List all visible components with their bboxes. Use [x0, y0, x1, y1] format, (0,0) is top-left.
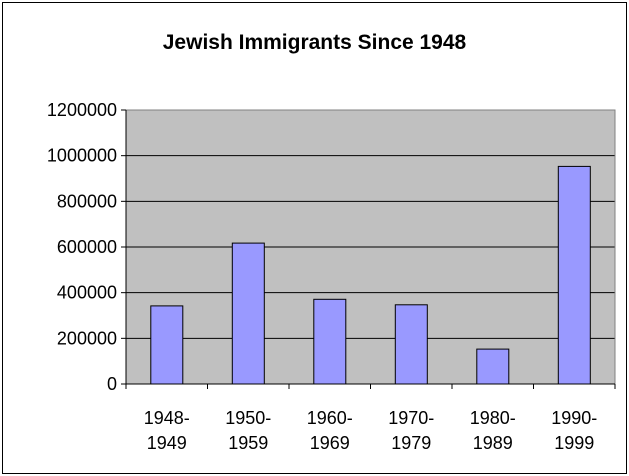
x-tick-label: 1969	[310, 433, 350, 453]
bars	[150, 165, 591, 385]
x-tick-label: 1990-	[551, 408, 597, 428]
bar	[476, 348, 510, 385]
y-tick-label: 0	[107, 374, 117, 394]
x-tick-label: 1989	[473, 433, 513, 453]
y-tick-label: 400000	[57, 283, 117, 303]
x-tick-label: 1950-	[225, 408, 271, 428]
y-tick-labels: 0 200000 400000 600000 800000 1000000 1200000	[47, 100, 117, 394]
x-tick-labels: 1948- 1949 1950- 1959 1960- 1969 1970- 1979 1980…	[144, 408, 598, 453]
y-tick-label: 1200000	[47, 100, 117, 120]
x-tick-label: 1979	[391, 433, 431, 453]
x-tick-label: 1960-	[307, 408, 353, 428]
axes	[121, 109, 616, 389]
bar	[313, 298, 347, 385]
y-tick-label: 600000	[57, 237, 117, 257]
x-tick-label: 1980-	[470, 408, 516, 428]
bar	[394, 304, 428, 385]
bar	[150, 305, 184, 385]
x-tick-label: 1948-	[144, 408, 190, 428]
bar	[231, 242, 265, 385]
x-tick-label: 1970-	[388, 408, 434, 428]
x-tick-label: 1949	[147, 433, 187, 453]
y-tick-label: 1000000	[47, 146, 117, 166]
x-tick-label: 1999	[554, 433, 594, 453]
x-tick-label: 1959	[228, 433, 268, 453]
bar	[557, 165, 591, 385]
y-tick-label: 800000	[57, 191, 117, 211]
chart-title: Jewish Immigrants Since 1948	[162, 31, 467, 54]
y-tick-label: 200000	[57, 328, 117, 348]
